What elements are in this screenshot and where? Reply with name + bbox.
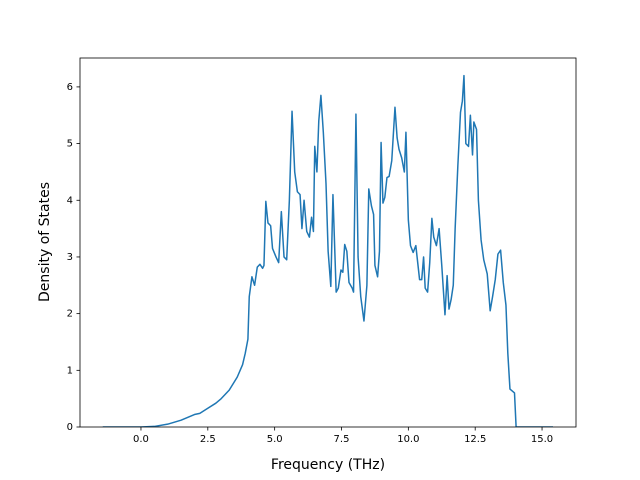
x-tick-label: 12.5 xyxy=(464,434,486,445)
x-axis-label: Frequency (THz) xyxy=(271,457,385,473)
x-tick-label: 15.0 xyxy=(531,434,553,445)
x-tick-label: 7.5 xyxy=(334,434,350,445)
y-tick-label: 6 xyxy=(67,82,73,93)
y-tick-label: 1 xyxy=(67,365,73,376)
plot-frame xyxy=(79,57,577,428)
x-tick-label: 2.5 xyxy=(200,434,216,445)
y-tick-label: 2 xyxy=(67,309,73,320)
x-tick-label: 5.0 xyxy=(267,434,283,445)
x-tick-label: 10.0 xyxy=(397,434,419,445)
y-tick-label: 4 xyxy=(67,195,73,206)
line xyxy=(102,74,553,427)
x-tick-label: 0.0 xyxy=(133,434,149,445)
y-axis-label: Density of States xyxy=(37,182,53,302)
y-tick-label: 5 xyxy=(67,139,73,150)
y-tick-label: 3 xyxy=(67,252,73,263)
y-tick-label: 0 xyxy=(67,422,73,433)
